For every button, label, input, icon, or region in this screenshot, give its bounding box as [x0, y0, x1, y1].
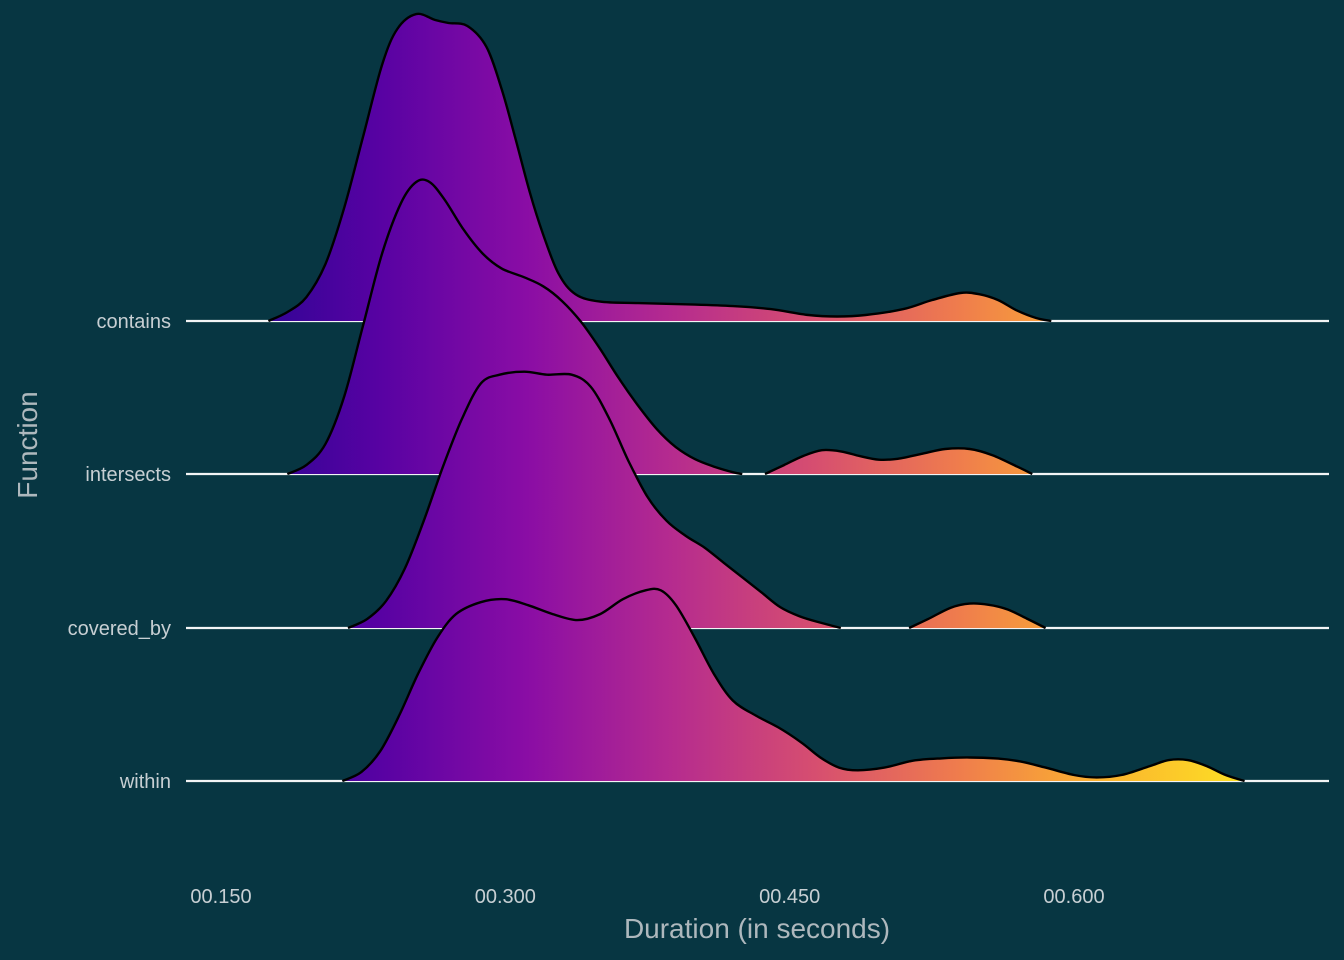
- x-tick-labels: 00.150 00.300 00.450 00.600: [190, 886, 1104, 908]
- ridge-fill-intersects-0: [287, 179, 743, 474]
- x-tick-label: 00.300: [475, 886, 536, 908]
- y-tick-label-contains: contains: [97, 311, 172, 333]
- x-tick-label: 00.150: [190, 886, 251, 908]
- y-tick-label-covered-by: covered_by: [68, 618, 171, 640]
- ridge-outline-intersects-0: [286, 178, 743, 476]
- ridge-within: [341, 587, 1245, 783]
- ridge-outline-intersects-1: [764, 447, 1033, 476]
- ridge-outline-covered-by-0: [347, 370, 842, 630]
- y-tick-label-intersects: intersects: [85, 464, 171, 486]
- ridge-fill-within-0: [342, 588, 1245, 781]
- ridge-intersects: [286, 178, 1033, 476]
- ridge-outline-covered-by-1: [908, 602, 1047, 630]
- ridge-fill-covered-by-1: [909, 603, 1046, 628]
- ridge-outline-contains-0: [267, 12, 1052, 323]
- x-tick-label: 00.450: [759, 886, 820, 908]
- x-axis-title: Duration (in seconds): [624, 913, 890, 944]
- x-tick-label: 00.600: [1043, 886, 1104, 908]
- ridge-outline-within-0: [341, 587, 1245, 783]
- ridge-covered-by: [347, 370, 1047, 630]
- ridge-fill-intersects-1: [765, 448, 1033, 474]
- ridges: [267, 12, 1245, 783]
- y-tick-labels: within covered_by intersects contains: [68, 311, 171, 793]
- y-tick-label-within: within: [119, 771, 171, 793]
- ridge-fill-covered-by-0: [348, 371, 841, 628]
- y-axis-title: Function: [12, 391, 43, 498]
